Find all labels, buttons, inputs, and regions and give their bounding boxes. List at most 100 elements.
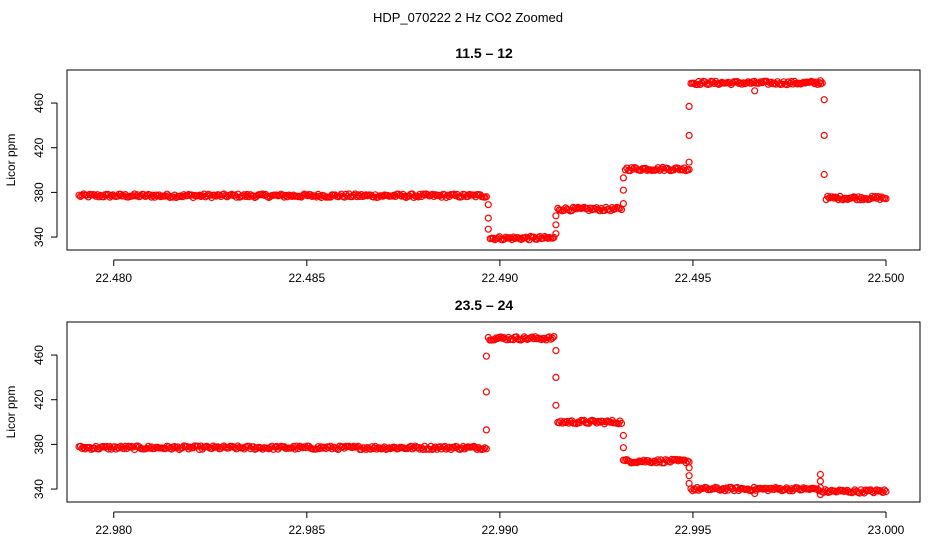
transition-point xyxy=(619,431,628,440)
transition-point xyxy=(484,201,492,209)
transition-point xyxy=(552,221,560,229)
x-tick-label: 22.495 xyxy=(675,271,712,285)
data-point xyxy=(185,445,193,453)
data-point xyxy=(550,333,558,341)
outlier-point xyxy=(816,77,825,85)
outlier-point xyxy=(816,477,825,485)
transition-point xyxy=(619,186,628,194)
data-point xyxy=(682,459,690,467)
panel-top-plot: 22.480 22.485 22.490 22.495 22.500 340 380 420 4… xyxy=(4,69,921,285)
data-point xyxy=(482,445,490,453)
data-point xyxy=(178,193,186,201)
transition-point xyxy=(685,131,693,139)
y-tick-label: 340 xyxy=(32,227,46,247)
transition-point xyxy=(820,96,828,104)
transition-point xyxy=(619,200,628,208)
data-point xyxy=(880,486,889,494)
x-tick-label: 22.990 xyxy=(482,523,519,537)
data-point xyxy=(209,442,217,450)
x-tick-label: 22.485 xyxy=(288,271,325,285)
data-point xyxy=(617,419,626,427)
data-point xyxy=(362,445,370,453)
x-tick-label: 22.985 xyxy=(288,523,325,537)
y-tick-label: 420 xyxy=(32,137,46,157)
transition-point xyxy=(482,426,490,434)
x-tick-label: 22.500 xyxy=(868,271,905,285)
data-point xyxy=(502,233,510,241)
series-points xyxy=(75,77,890,244)
transition-point xyxy=(619,444,628,452)
data-point xyxy=(592,419,601,427)
data-point xyxy=(627,164,636,172)
y-axis-label: Licor ppm xyxy=(4,386,18,439)
data-point xyxy=(652,166,661,174)
x-tick-label: 22.995 xyxy=(675,523,712,537)
transition-point xyxy=(552,347,560,355)
y-tick-label: 340 xyxy=(32,479,46,499)
y-tick-label: 420 xyxy=(32,389,46,409)
data-point xyxy=(838,486,847,494)
transition-point xyxy=(685,158,693,166)
panel-bottom-plot: 22.980 22.985 22.990 22.995 23.000 340 380 420 4… xyxy=(4,321,921,537)
data-point xyxy=(873,486,881,494)
data-point xyxy=(633,458,642,467)
transition-point xyxy=(685,479,693,488)
x-tick-label: 23.000 xyxy=(868,523,905,537)
data-point xyxy=(870,194,878,202)
transition-point xyxy=(552,401,560,409)
transition-point xyxy=(619,174,628,182)
transition-point xyxy=(482,388,490,396)
data-point xyxy=(640,456,648,464)
data-point xyxy=(430,444,438,452)
transition-point xyxy=(820,131,828,139)
data-point xyxy=(685,166,693,174)
data-point xyxy=(424,191,432,199)
data-point xyxy=(621,166,630,174)
data-point xyxy=(509,233,518,241)
data-point xyxy=(479,445,487,453)
data-point xyxy=(537,336,546,344)
figure-title: HDP_070222 2 Hz CO2 Zoomed xyxy=(373,10,563,25)
data-point xyxy=(738,80,746,88)
x-tick-label: 22.490 xyxy=(482,271,519,285)
y-tick-label: 380 xyxy=(32,182,46,202)
outlier-point xyxy=(816,491,825,499)
data-point xyxy=(572,420,581,428)
outlier-point xyxy=(816,470,825,479)
transition-point xyxy=(685,102,693,111)
data-point xyxy=(561,418,570,427)
transition-point xyxy=(484,225,492,233)
x-tick-label: 22.480 xyxy=(95,271,132,285)
data-point xyxy=(183,192,191,200)
data-point xyxy=(410,443,418,451)
outlier-point xyxy=(751,489,759,498)
y-tick-label: 380 xyxy=(32,434,46,454)
data-point xyxy=(95,193,103,201)
series-points xyxy=(75,333,890,499)
data-point xyxy=(283,193,291,201)
panel-bottom-title: 23.5 – 24 xyxy=(455,297,514,313)
transition-point xyxy=(820,170,828,179)
y-axis-label: Licor ppm xyxy=(4,134,18,187)
plot-frame xyxy=(66,69,921,251)
transition-point xyxy=(552,212,560,220)
y-tick-label: 460 xyxy=(32,345,46,365)
transition-point xyxy=(552,373,560,381)
transition-point xyxy=(484,214,492,222)
panel-bottom: 23.5 – 24 22.980 22.985 22.990 22.995 23.000… xyxy=(4,297,921,537)
transition-point xyxy=(482,352,490,360)
data-point xyxy=(482,193,490,201)
panel-top-title: 11.5 – 12 xyxy=(455,45,513,61)
data-point xyxy=(548,334,557,342)
data-point xyxy=(755,79,763,87)
panel-top: 11.5 – 12 22.480 22.485 22.490 22.495 22.500… xyxy=(4,45,921,285)
data-point xyxy=(828,193,836,201)
data-point xyxy=(550,233,558,242)
transition-point xyxy=(685,464,693,472)
data-point xyxy=(882,487,890,496)
x-tick-label: 22.980 xyxy=(95,523,132,537)
plot-frame xyxy=(66,321,921,503)
data-point xyxy=(616,204,624,212)
data-point xyxy=(708,78,717,86)
